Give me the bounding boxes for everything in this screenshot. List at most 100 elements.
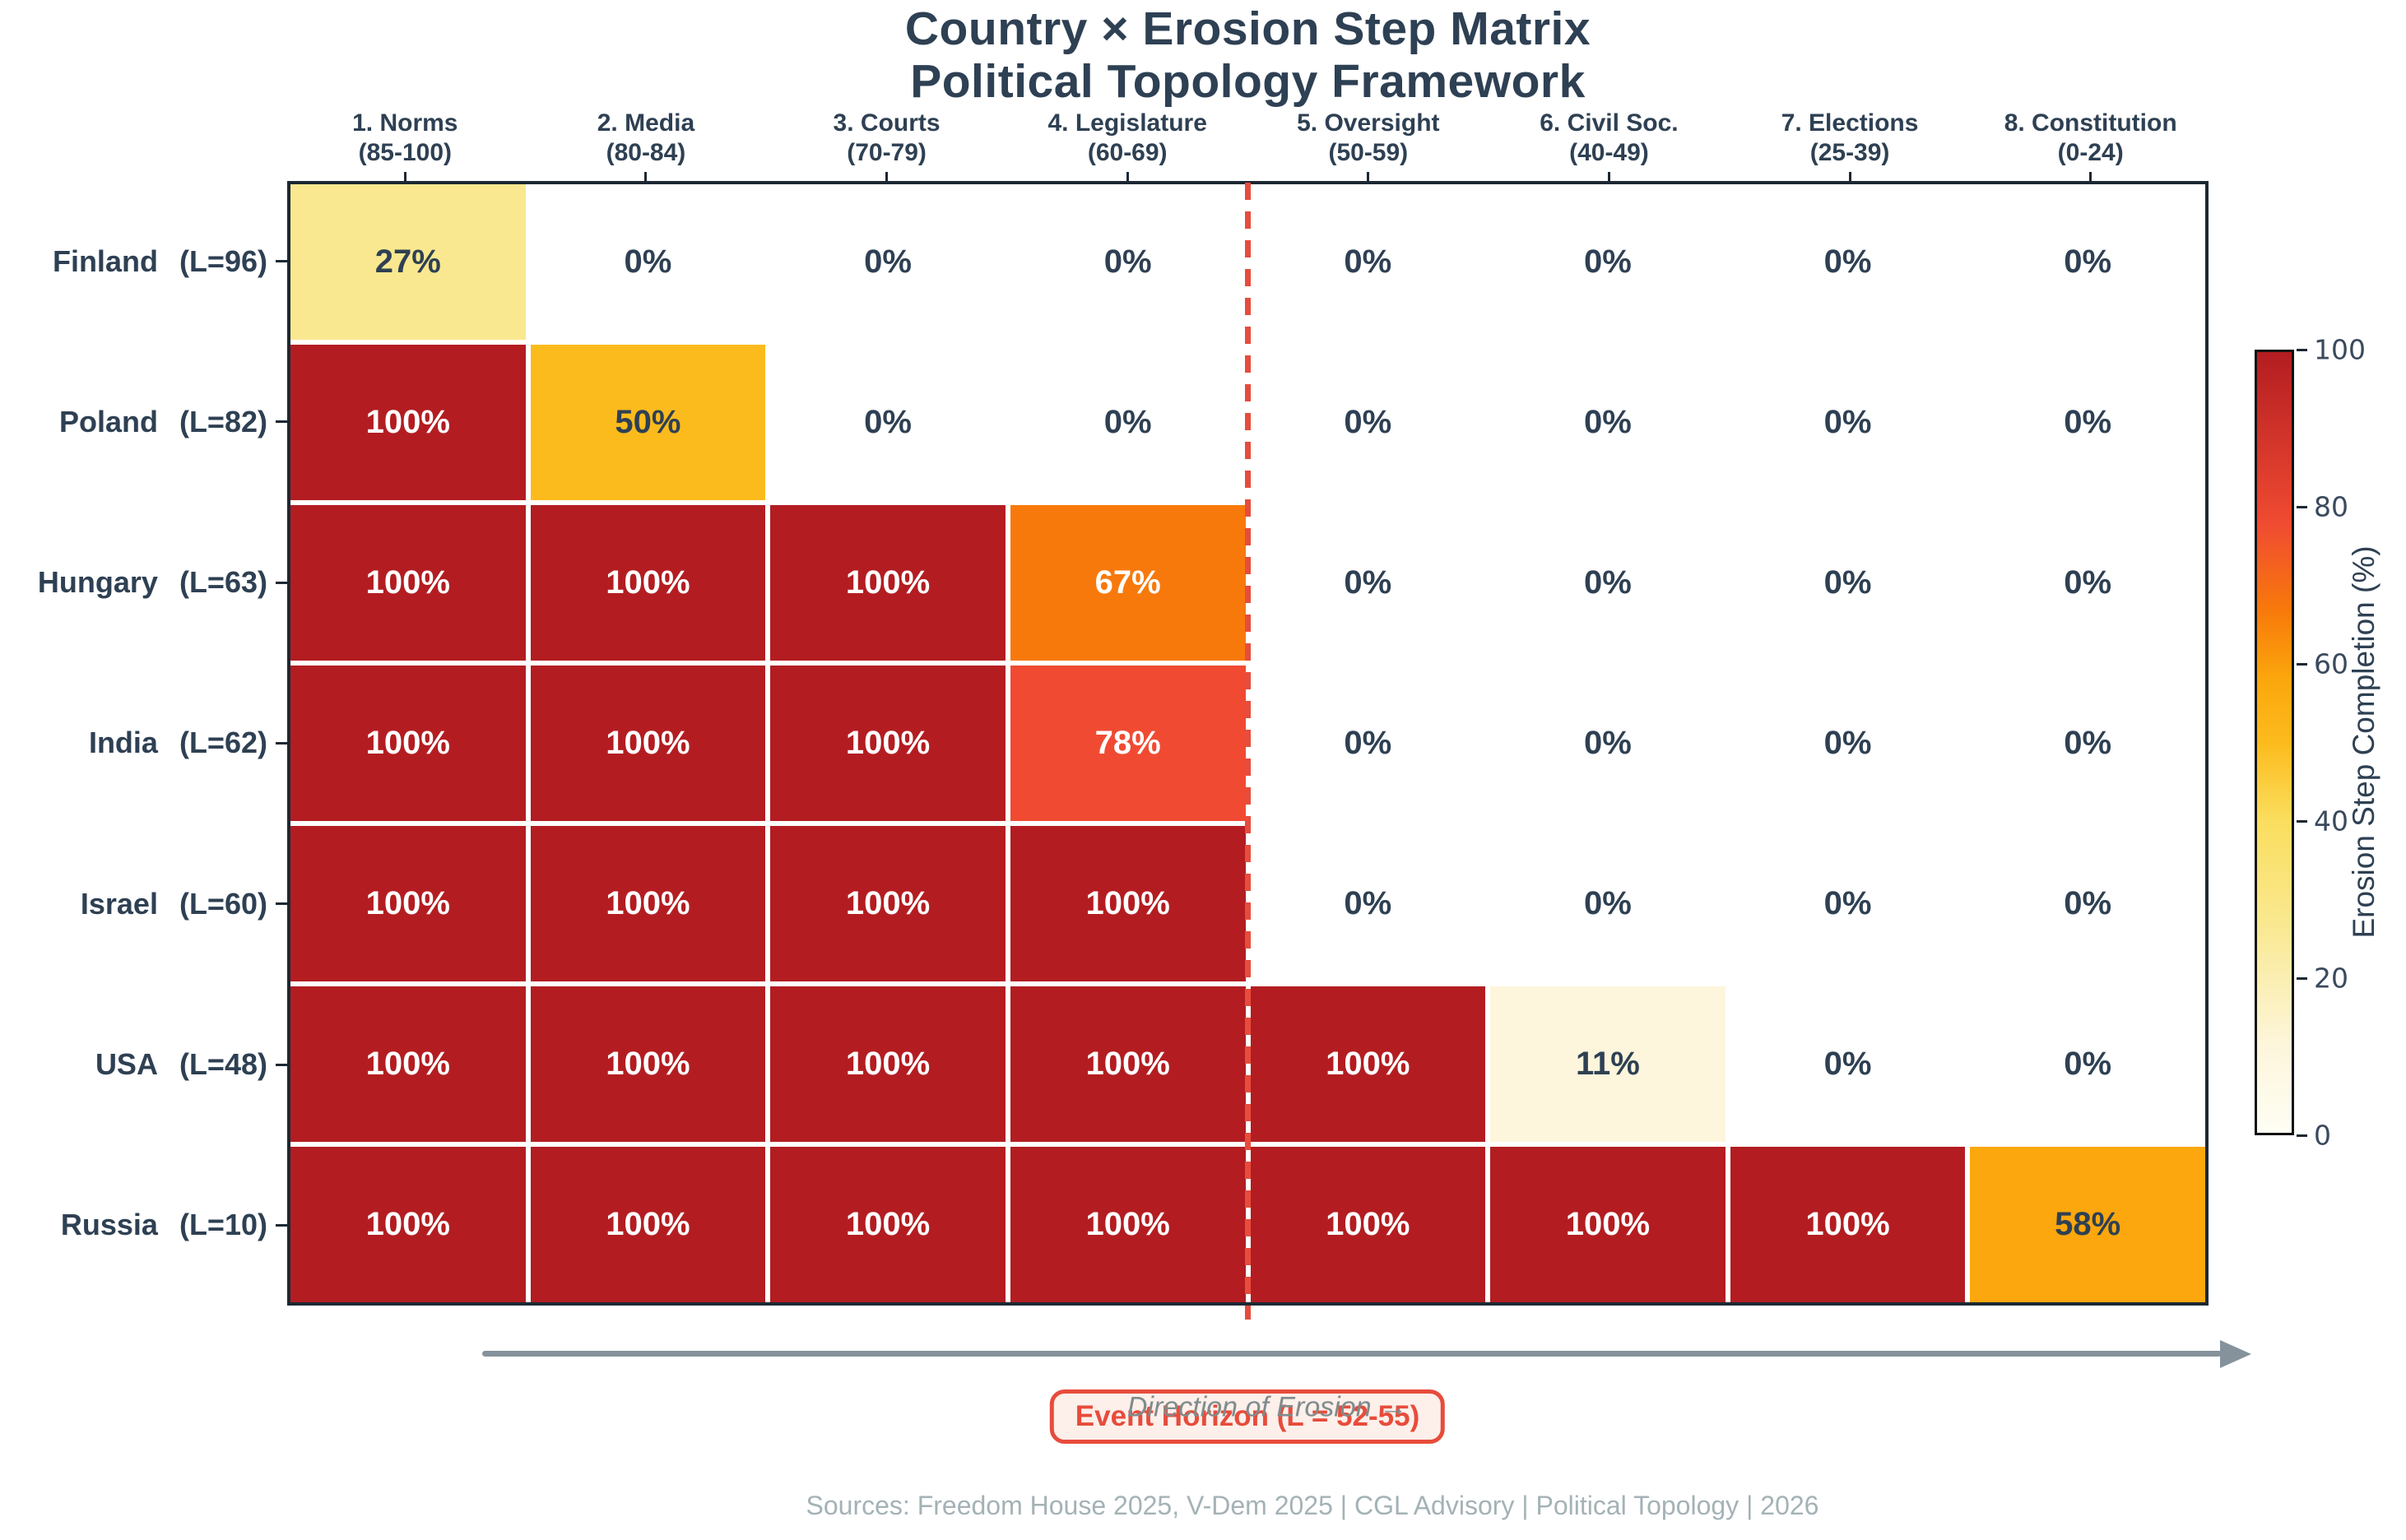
- heatmap-cell-india-col6: 0%: [1490, 666, 1726, 821]
- heatmap-cell-israel-col2: 100%: [530, 826, 766, 981]
- heatmap-cell-poland-col1: 100%: [290, 345, 526, 500]
- row-label-usa: USA (L=48): [0, 984, 287, 1144]
- heatmap-cell-finland-col1: 27%: [290, 184, 526, 340]
- column-header-8: 8. Constitution (0-24): [1972, 104, 2209, 181]
- row-tick: [276, 1223, 287, 1227]
- heatmap-cell-poland-col4: 0%: [1010, 345, 1246, 500]
- row-tick: [276, 581, 287, 584]
- heatmap-cell-israel-col8: 0%: [1970, 826, 2205, 981]
- heatmap-cell-usa-col4: 100%: [1010, 986, 1246, 1142]
- heatmap-cell-usa-col6: 11%: [1490, 986, 1726, 1142]
- heatmap-cell-usa-col8: 0%: [1970, 986, 2205, 1142]
- column-header-5: 5. Oversight (50-59): [1251, 104, 1487, 181]
- colorbar-tick-label: 0: [2314, 1119, 2331, 1152]
- heatmap-cell-usa-col1: 100%: [290, 986, 526, 1142]
- heatmap-cell-usa-col3: 100%: [770, 986, 1006, 1142]
- column-tick: [1607, 172, 1610, 181]
- colorbar-tick: [2297, 819, 2307, 823]
- heatmap-cell-usa-col5: 100%: [1250, 986, 1486, 1142]
- row-tick: [276, 902, 287, 906]
- heatmap-cell-hungary-col3: 100%: [770, 505, 1006, 661]
- colorbar-tick-label: 100: [2314, 333, 2366, 366]
- column-headers: 1. Norms (85-100) 2. Media (80-84) 3. Courts…: [287, 104, 2209, 181]
- direction-of-erosion-label: Direction of Erosion →: [1126, 1391, 1408, 1423]
- event-horizon-label-box: Event Horizon (L = 52-55): [1049, 1389, 1446, 1444]
- colorbar-tick-label: 40: [2314, 805, 2348, 837]
- column-header-7: 7. Elections (25-39): [1732, 104, 1968, 181]
- row-tick: [276, 1063, 287, 1066]
- chart-title-line2: Political Topology Framework: [910, 54, 1586, 108]
- heatmap-cell-india-col7: 0%: [1730, 666, 1966, 821]
- column-tick: [1367, 172, 1370, 181]
- heatmap-cell-hungary-col6: 0%: [1490, 505, 1726, 661]
- row-tick: [276, 260, 287, 263]
- heatmap-cell-poland-col8: 0%: [1970, 345, 2205, 500]
- heatmap-cell-russia-col4: 100%: [1010, 1147, 1246, 1302]
- heatmap-cell-india-col2: 100%: [530, 666, 766, 821]
- heatmap-cell-india-col1: 100%: [290, 666, 526, 821]
- heatmap-cell-finland-col4: 0%: [1010, 184, 1246, 340]
- colorbar-tick-label: 80: [2314, 490, 2348, 523]
- heatmap-cell-india-col8: 0%: [1970, 666, 2205, 821]
- event-horizon-line: [1245, 183, 1251, 1320]
- heatmap-cell-israel-col5: 0%: [1250, 826, 1486, 981]
- direction-arrow-head-icon: [2220, 1340, 2251, 1368]
- heatmap-cell-hungary-col5: 0%: [1250, 505, 1486, 661]
- heatmap-cell-israel-col6: 0%: [1490, 826, 1726, 981]
- colorbar: [2255, 350, 2294, 1135]
- colorbar-tick-label: 20: [2314, 962, 2348, 995]
- event-horizon-label: Event Horizon (L = 52-55): [1075, 1400, 1420, 1432]
- heatmap-cell-usa-col2: 100%: [530, 986, 766, 1142]
- chart-title-line1: Country × Erosion Step Matrix: [904, 2, 1591, 55]
- row-label-india: India (L=62): [0, 663, 287, 823]
- heatmap-cell-israel-col7: 0%: [1730, 826, 1966, 981]
- column-tick: [644, 172, 648, 181]
- column-header-4: 4. Legislature (60-69): [1010, 104, 1246, 181]
- heatmap-cell-russia-col1: 100%: [290, 1147, 526, 1302]
- heatmap-cell-russia-col3: 100%: [770, 1147, 1006, 1302]
- heatmap-cell-finland-col2: 0%: [530, 184, 766, 340]
- colorbar-label: Erosion Step Completion (%): [2347, 545, 2380, 939]
- colorbar-tick: [2297, 348, 2307, 351]
- heatmap-cell-finland-col8: 0%: [1970, 184, 2205, 340]
- column-header-3: 3. Courts (70-79): [769, 104, 1005, 181]
- heatmap-cell-israel-col1: 100%: [290, 826, 526, 981]
- direction-arrow-line: [482, 1351, 2222, 1357]
- column-tick: [2089, 172, 2092, 181]
- colorbar-tick: [2297, 505, 2307, 508]
- row-labels: Finland (L=96) Poland (L=82) Hungary (L=63) In…: [0, 181, 287, 1306]
- heatmap-cell-poland-col2: 50%: [530, 345, 766, 500]
- heatmap-cell-hungary-col2: 100%: [530, 505, 766, 661]
- row-label-hungary: Hungary (L=63): [0, 503, 287, 663]
- heatmap-cell-finland-col5: 0%: [1250, 184, 1486, 340]
- heatmap-cell-poland-col6: 0%: [1490, 345, 1726, 500]
- heatmap-cell-russia-col8: 58%: [1970, 1147, 2205, 1302]
- row-tick: [276, 420, 287, 424]
- heatmap-cell-india-col4: 78%: [1010, 666, 1246, 821]
- colorbar-tick: [2297, 662, 2307, 666]
- heatmap-cell-russia-col5: 100%: [1250, 1147, 1486, 1302]
- column-tick: [1848, 172, 1851, 181]
- heatmap-cell-russia-col7: 100%: [1730, 1147, 1966, 1302]
- heatmap-cell-india-col3: 100%: [770, 666, 1006, 821]
- heatmap-cell-poland-col7: 0%: [1730, 345, 1966, 500]
- column-header-2: 2. Media (80-84): [528, 104, 764, 181]
- heatmap-cell-israel-col4: 100%: [1010, 826, 1246, 981]
- row-tick: [276, 741, 287, 744]
- column-tick: [1126, 172, 1129, 181]
- heatmap-cell-hungary-col8: 0%: [1970, 505, 2205, 661]
- heatmap-cell-poland-col5: 0%: [1250, 345, 1486, 500]
- colorbar-tick-label: 60: [2314, 647, 2348, 680]
- row-label-finland: Finland (L=96): [0, 181, 287, 341]
- column-header-6: 6. Civil Soc. (40-49): [1491, 104, 1727, 181]
- heatmap-cell-israel-col3: 100%: [770, 826, 1006, 981]
- column-tick: [885, 172, 889, 181]
- heatmap-cell-russia-col2: 100%: [530, 1147, 766, 1302]
- column-header-1: 1. Norms (85-100): [287, 104, 523, 181]
- heatmap-cell-hungary-col7: 0%: [1730, 505, 1966, 661]
- chart-title: Country × Erosion Step Matrix Political …: [287, 2, 2209, 109]
- heatmap-cell-india-col5: 0%: [1250, 666, 1486, 821]
- heatmap-cell-hungary-col1: 100%: [290, 505, 526, 661]
- heatmap-cell-finland-col7: 0%: [1730, 184, 1966, 340]
